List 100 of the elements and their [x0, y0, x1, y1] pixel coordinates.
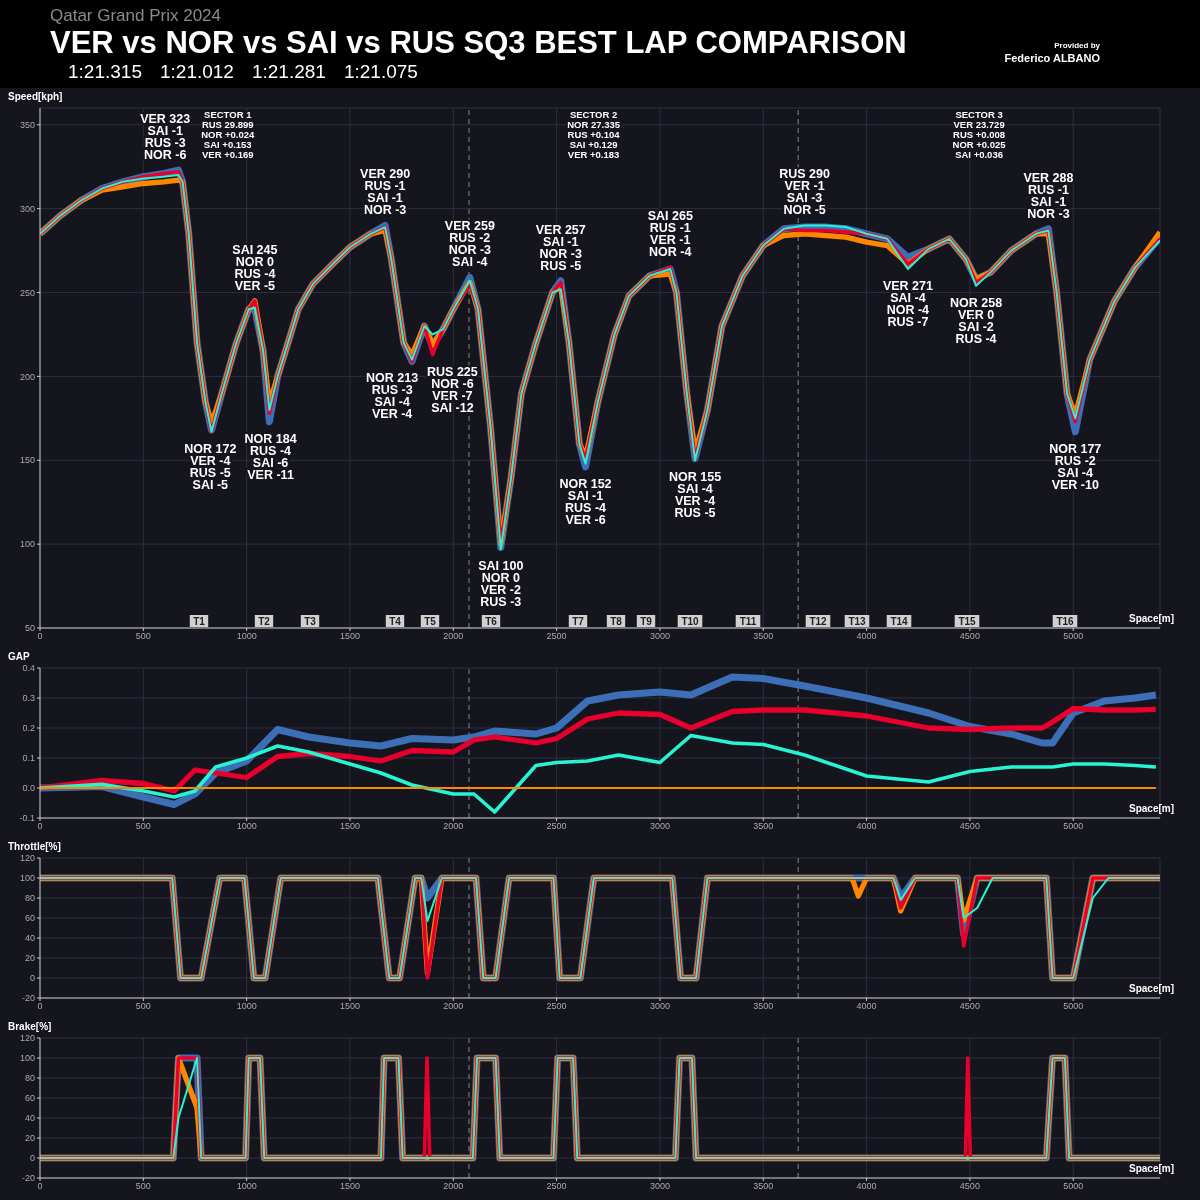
x-tick-label: 5000 — [1063, 631, 1084, 642]
annotation: NOR 172 VER -4 RUS -5 SAI -5 — [184, 441, 237, 492]
annotation: NOR 213 RUS -3 SAI -4 VER -4 — [366, 371, 419, 422]
text: 1:21.315 — [68, 61, 142, 83]
x-axis-title: Space[m] — [1128, 803, 1174, 814]
annotation: T1 — [193, 616, 206, 627]
y-tick-label: -0.1 — [19, 813, 35, 824]
annotation: NOR 177 RUS -2 SAI -4 VER -10 — [1049, 441, 1102, 492]
annotation: VER 290 RUS -1 SAI -1 NOR -3 — [360, 167, 411, 218]
x-axis-title: Space[m] — [1128, 1163, 1174, 1174]
annotation: SECTOR 1 RUS 29.899 NOR +0.024 SAI +0.153 VER +0.169 — [201, 109, 256, 160]
x-tick-label: 5000 — [1063, 1181, 1084, 1192]
y-tick-label: 80 — [24, 893, 35, 904]
x-tick-label: 2500 — [546, 631, 567, 642]
y-tick-label: 60 — [24, 1093, 35, 1104]
annotation: T10 — [681, 616, 700, 627]
x-tick-label: 2000 — [443, 821, 464, 832]
x-tick-label: 2000 — [443, 1181, 464, 1192]
x-tick-label: 1500 — [339, 631, 360, 642]
text: 1:21.075 — [343, 61, 418, 83]
chart-subtitle: Qatar Grand Prix 2024 — [50, 6, 222, 26]
annotation: T9 — [640, 616, 653, 627]
x-axis-title: Space[m] — [1128, 983, 1174, 994]
annotation: NOR 184 RUS -4 SAI -6 VER -11 — [244, 431, 297, 482]
text: Provided by Federico ALBANO — [1004, 40, 1100, 64]
x-tick-label: 500 — [135, 1181, 151, 1192]
annotation: T5 — [424, 616, 437, 627]
y-tick-label: 100 — [19, 1053, 35, 1064]
y-tick-label: 0.4 — [22, 663, 35, 674]
x-tick-label: 4000 — [856, 821, 877, 832]
y-tick-label: 0.2 — [22, 723, 35, 734]
x-tick-label: 3500 — [753, 631, 774, 642]
x-tick-label: 1000 — [236, 1181, 257, 1192]
annotation: SAI 245 NOR 0 RUS -4 VER -5 — [232, 242, 278, 293]
annotation: SAI 100 NOR 0 VER -2 RUS -3 — [478, 559, 524, 610]
y-tick-label: 60 — [24, 913, 35, 924]
x-tick-label: 0 — [37, 1181, 43, 1192]
x-tick-label: 2500 — [546, 821, 567, 832]
y-tick-label: 0 — [29, 1153, 35, 1164]
x-tick-label: 2000 — [443, 1001, 464, 1012]
annotation: T15 — [958, 616, 977, 627]
y-tick-label: 120 — [19, 1033, 35, 1044]
x-tick-label: 4000 — [856, 1181, 877, 1192]
y-tick-label: 40 — [24, 1113, 35, 1124]
x-tick-label: 500 — [135, 631, 151, 642]
y-tick-label: 40 — [24, 933, 35, 944]
x-tick-label: 1000 — [236, 1001, 257, 1012]
x-tick-label: 1500 — [339, 1181, 360, 1192]
y-tick-label: -20 — [21, 1173, 35, 1184]
x-tick-label: 4500 — [959, 631, 980, 642]
y-axis-title: Speed[kph] — [8, 91, 63, 102]
y-tick-label: 20 — [24, 953, 35, 964]
annotation: T3 — [304, 616, 317, 627]
annotation: NOR 258 VER 0 SAI -2 RUS -4 — [950, 295, 1003, 346]
y-tick-label: 50 — [24, 623, 35, 634]
y-tick-label: 0.0 — [22, 783, 35, 794]
y-tick-label: 100 — [19, 873, 35, 884]
annotation: NOR 152 SAI -1 RUS -4 VER -6 — [559, 476, 612, 527]
y-tick-label: 120 — [19, 853, 35, 864]
y-tick-label: 80 — [24, 1073, 35, 1084]
y-tick-label: 150 — [19, 455, 35, 466]
text: 1:21.012 — [159, 61, 234, 83]
y-tick-label: 200 — [19, 371, 35, 382]
chart-title: VER vs NOR vs SAI vs RUS SQ3 BEST LAP COMPARISON — [50, 25, 907, 61]
y-tick-label: 350 — [19, 119, 35, 130]
y-tick-label: 0.3 — [22, 693, 35, 704]
annotation: NOR 155 SAI -4 VER -4 RUS -5 — [669, 470, 722, 521]
y-tick-label: -20 — [21, 993, 35, 1004]
y-tick-label: 250 — [19, 287, 35, 298]
annotation: T14 — [890, 616, 909, 627]
annotation: T4 — [389, 616, 402, 627]
annotation: T2 — [258, 616, 271, 627]
annotation: SAI 265 RUS -1 VER -1 NOR -4 — [647, 209, 693, 260]
annotation: SECTOR 2 NOR 27.335 RUS +0.104 SAI +0.129 VER +0.183 — [567, 109, 621, 160]
y-tick-label: 0 — [29, 973, 35, 984]
x-tick-label: 0 — [37, 631, 43, 642]
x-tick-label: 2500 — [546, 1001, 567, 1012]
x-tick-label: 0 — [37, 821, 43, 832]
y-axis-title: GAP — [8, 651, 30, 662]
x-tick-label: 4000 — [856, 1001, 877, 1012]
annotation: T6 — [485, 616, 498, 627]
x-tick-label: 1500 — [339, 1001, 360, 1012]
annotation: VER 259 RUS -2 NOR -3 SAI -4 — [444, 219, 495, 270]
x-tick-label: 1500 — [339, 821, 360, 832]
x-tick-label: 4500 — [959, 821, 980, 832]
annotation: T8 — [610, 616, 623, 627]
annotation: VER 323 SAI -1 RUS -3 NOR -6 — [140, 112, 191, 163]
x-tick-label: 500 — [135, 821, 151, 832]
annotation: T16 — [1056, 616, 1075, 627]
x-tick-label: 5000 — [1063, 1001, 1084, 1012]
x-tick-label: 1000 — [236, 821, 257, 832]
x-tick-label: 500 — [135, 1001, 151, 1012]
y-axis-title: Brake[%] — [8, 1021, 52, 1032]
x-axis-title: Space[m] — [1128, 613, 1174, 624]
x-tick-label: 3000 — [649, 1001, 670, 1012]
x-tick-label: 3000 — [649, 821, 670, 832]
x-tick-label: 4500 — [959, 1181, 980, 1192]
annotation: T12 — [809, 616, 828, 627]
x-tick-label: 2500 — [546, 1181, 567, 1192]
x-tick-label: 1000 — [236, 631, 257, 642]
